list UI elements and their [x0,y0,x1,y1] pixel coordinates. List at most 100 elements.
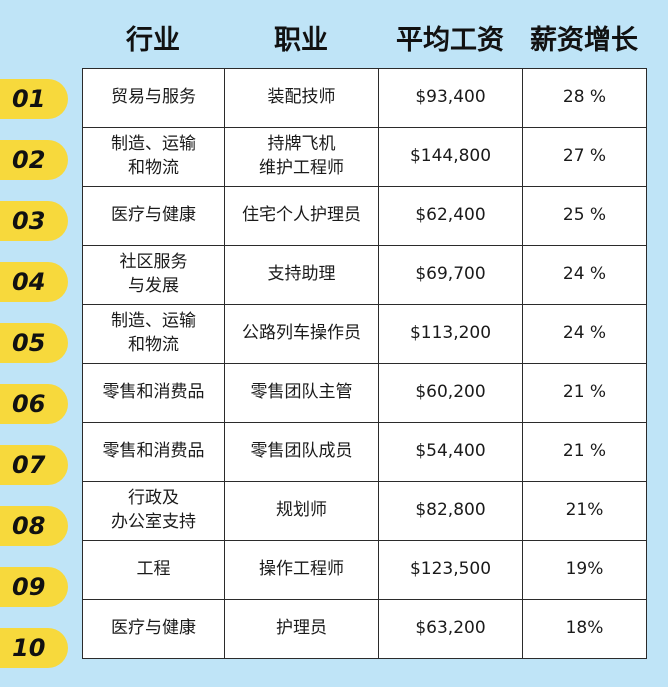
growth-cell-text: 19% [565,559,604,580]
industry-cell: 医疗与健康 [82,599,225,659]
industry-cell-text: 行政及 办公室支持 [111,488,196,532]
industry-cell-text: 工程 [136,559,171,580]
industry-cell-text: 医疗与健康 [111,618,196,639]
salary-cell-text: $144,800 [409,146,492,167]
occupation-cell: 装配技师 [224,68,379,128]
growth-cell: 21 % [522,363,647,423]
occupation-cell-text: 公路列车操作员 [242,323,361,344]
occupation-cell-text: 住宅个人护理员 [242,205,361,226]
rank-badge: 02 [0,140,68,180]
industry-cell: 贸易与服务 [82,68,225,128]
salary-cell-text: $60,200 [415,382,486,403]
industry-cell: 社区服务 与发展 [82,245,225,305]
rank-badge: 04 [0,262,68,302]
table-row: 零售和消费品 零售团队成员 $54,400 21 % [82,422,647,482]
salary-cell-text: $113,200 [409,323,492,344]
growth-cell: 18% [522,599,647,659]
occupation-cell: 规划师 [224,481,379,541]
table-row: 医疗与健康 住宅个人护理员 $62,400 25 % [82,186,647,246]
header-occupation: 职业 [274,25,328,56]
table-header: 行业 职业 平均工资 薪资增长 [82,0,646,68]
occupation-cell-text: 装配技师 [267,87,336,108]
salary-cell: $54,400 [378,422,523,482]
salary-table: 贸易与服务 装配技师 $93,400 28 % 制造、运输 和物流 持牌飞机 维护工程师 $… [82,68,647,659]
table-row: 工程 操作工程师 $123,500 19% [82,540,647,600]
growth-cell-text: 21 % [562,441,607,462]
growth-cell: 24 % [522,245,647,305]
occupation-cell: 持牌飞机 维护工程师 [224,127,379,187]
industry-cell: 制造、运输 和物流 [82,304,225,364]
occupation-cell: 零售团队主管 [224,363,379,423]
rank-badge: 08 [0,506,68,546]
salary-cell-text: $69,700 [415,264,486,285]
occupation-cell-text: 操作工程师 [259,559,344,580]
industry-cell-text: 社区服务 与发展 [119,252,188,296]
rank-badge: 01 [0,79,68,119]
salary-cell-text: $123,500 [409,559,492,580]
growth-cell: 19% [522,540,647,600]
occupation-cell: 支持助理 [224,245,379,305]
header-industry: 行业 [126,25,180,56]
salary-cell: $123,500 [378,540,523,600]
salary-cell-text: $62,400 [415,205,486,226]
growth-cell: 27 % [522,127,647,187]
industry-cell-text: 零售和消费品 [102,382,205,403]
industry-cell-text: 贸易与服务 [111,87,196,108]
industry-cell-text: 制造、运输 和物流 [111,311,196,355]
industry-cell: 工程 [82,540,225,600]
table-row: 贸易与服务 装配技师 $93,400 28 % [82,68,647,128]
table-row: 社区服务 与发展 支持助理 $69,700 24 % [82,245,647,305]
salary-cell: $69,700 [378,245,523,305]
industry-cell: 零售和消费品 [82,363,225,423]
growth-cell: 28 % [522,68,647,128]
growth-cell: 21 % [522,422,647,482]
salary-cell: $60,200 [378,363,523,423]
growth-cell: 24 % [522,304,647,364]
occupation-cell-text: 零售团队主管 [250,382,353,403]
occupation-cell-text: 零售团队成员 [250,441,353,462]
growth-cell: 21% [522,481,647,541]
growth-cell-text: 24 % [562,323,607,344]
salary-cell: $144,800 [378,127,523,187]
growth-cell-text: 24 % [562,264,607,285]
table-row: 行政及 办公室支持 规划师 $82,800 21% [82,481,647,541]
salary-cell-text: $93,400 [415,87,486,108]
occupation-cell: 护理员 [224,599,379,659]
industry-cell: 医疗与健康 [82,186,225,246]
table-row: 零售和消费品 零售团队主管 $60,200 21 % [82,363,647,423]
header-salary-growth: 薪资增长 [530,25,638,56]
table-row: 制造、运输 和物流 持牌飞机 维护工程师 $144,800 27 % [82,127,647,187]
industry-cell-text: 医疗与健康 [111,205,196,226]
growth-cell-text: 18% [565,618,604,639]
rank-badge: 07 [0,445,68,485]
rank-badge: 05 [0,323,68,363]
occupation-cell: 住宅个人护理员 [224,186,379,246]
growth-cell-text: 21% [565,500,604,521]
occupation-cell-text: 规划师 [276,500,327,521]
growth-cell-text: 21 % [562,382,607,403]
table-row: 制造、运输 和物流 公路列车操作员 $113,200 24 % [82,304,647,364]
rank-badge: 03 [0,201,68,241]
occupation-cell: 公路列车操作员 [224,304,379,364]
salary-cell-text: $63,200 [415,618,486,639]
growth-cell-text: 27 % [562,146,607,167]
rank-badge: 09 [0,567,68,607]
salary-cell: $82,800 [378,481,523,541]
growth-cell-text: 25 % [562,205,607,226]
rank-badge: 10 [0,628,68,668]
occupation-cell-text: 持牌飞机 维护工程师 [259,134,344,178]
salary-cell-text: $82,800 [415,500,486,521]
growth-cell: 25 % [522,186,647,246]
occupation-cell-text: 护理员 [276,618,327,639]
occupation-cell: 操作工程师 [224,540,379,600]
growth-cell-text: 28 % [562,87,607,108]
salary-cell: $63,200 [378,599,523,659]
industry-cell: 行政及 办公室支持 [82,481,225,541]
industry-cell: 制造、运输 和物流 [82,127,225,187]
industry-cell-text: 零售和消费品 [102,441,205,462]
salary-cell: $93,400 [378,68,523,128]
occupation-cell: 零售团队成员 [224,422,379,482]
header-avg-salary: 平均工资 [396,25,504,56]
table-row: 医疗与健康 护理员 $63,200 18% [82,599,647,659]
industry-cell-text: 制造、运输 和物流 [111,134,196,178]
